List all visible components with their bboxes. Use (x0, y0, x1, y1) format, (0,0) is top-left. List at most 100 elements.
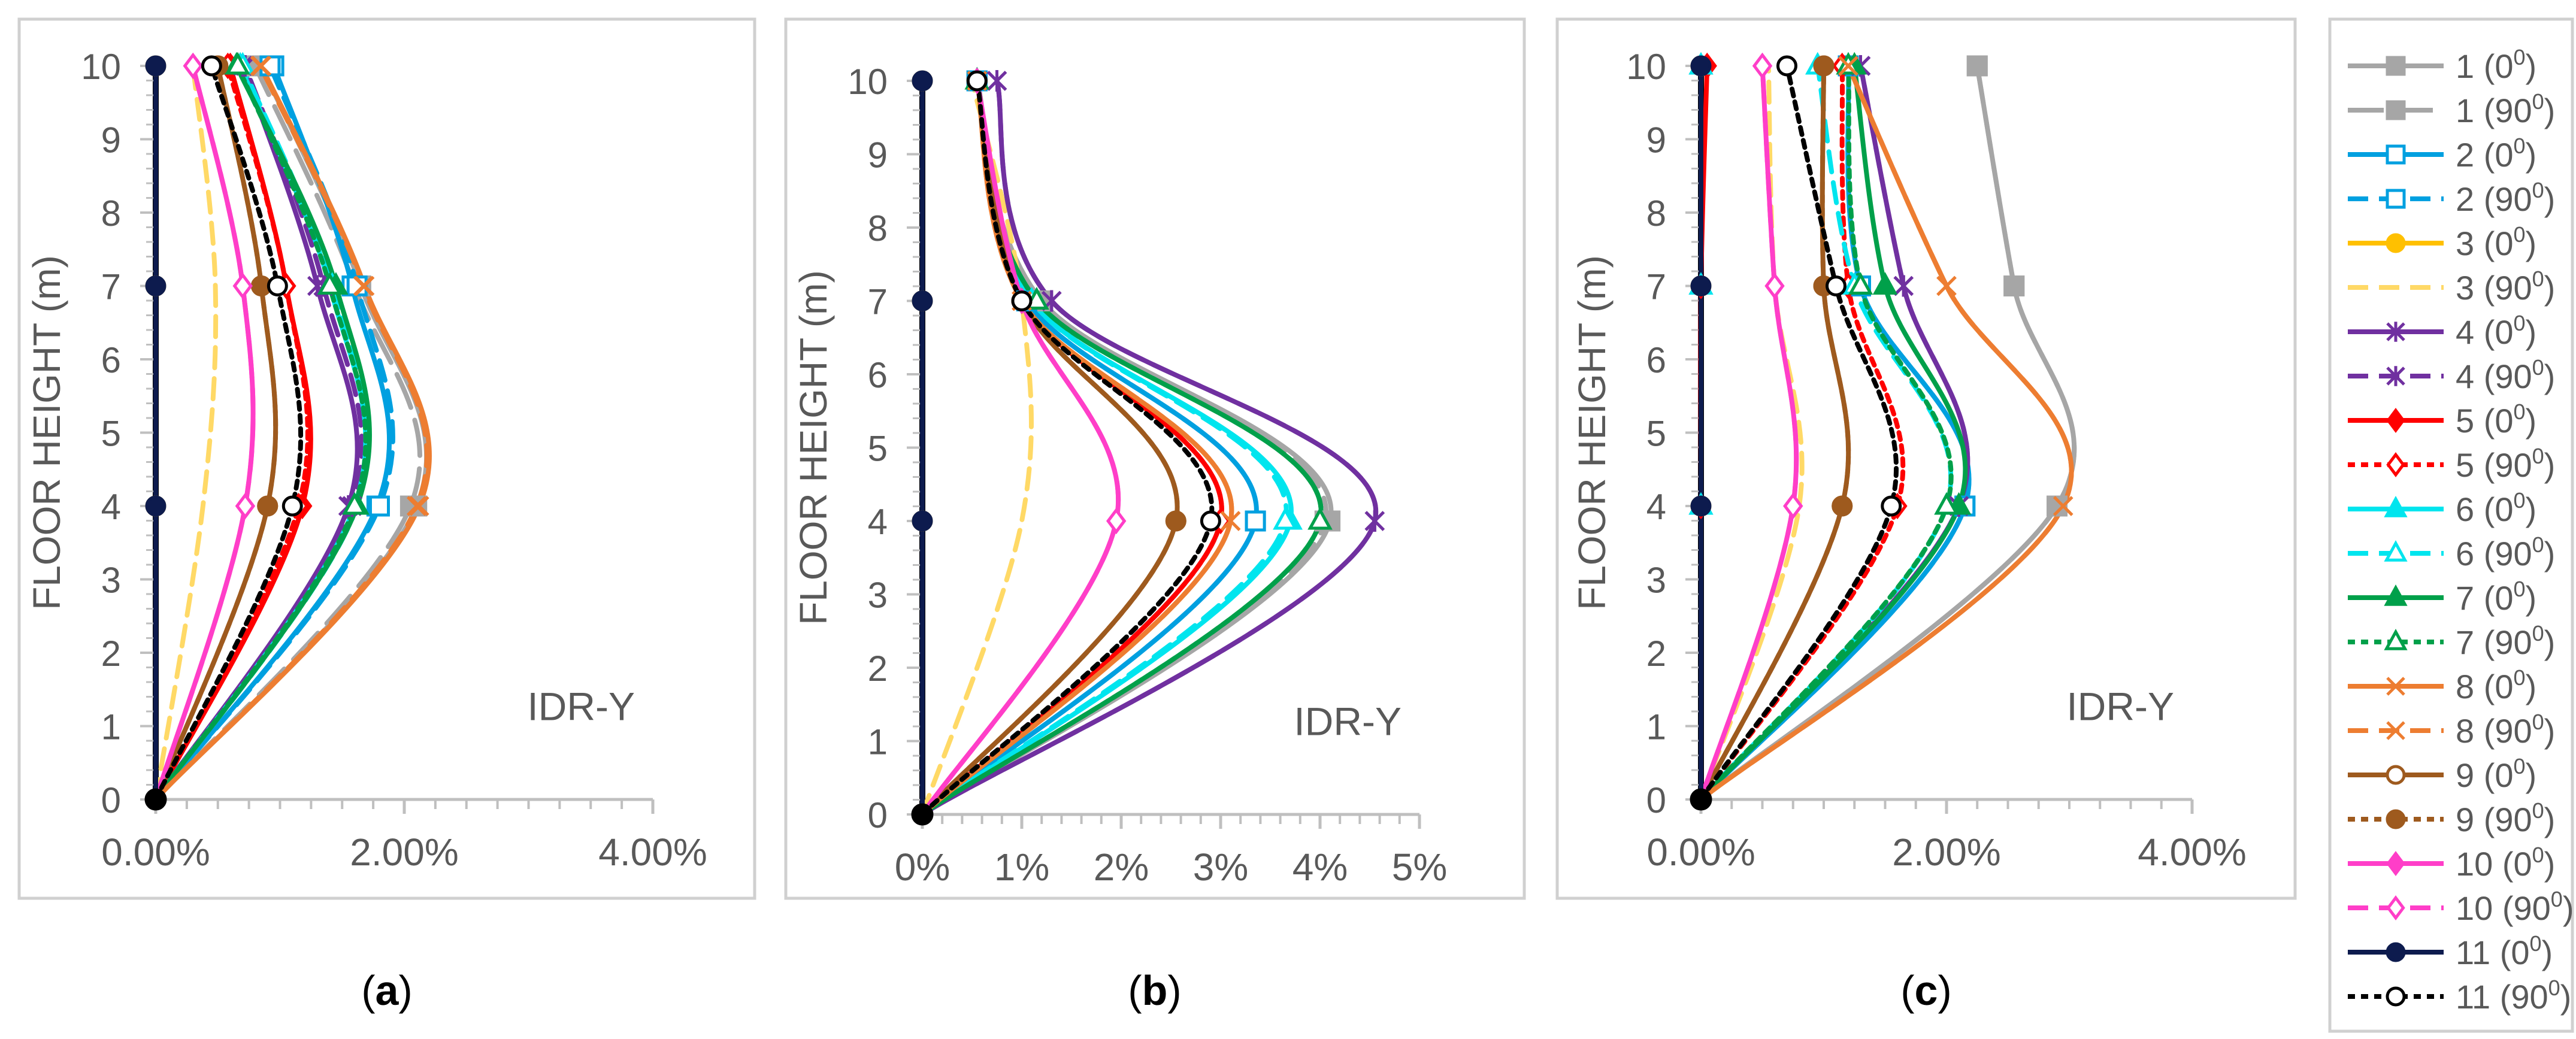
data-point (353, 275, 374, 296)
legend-entry: 5 (900) (2348, 444, 2555, 484)
y-tick-label: 8 (1646, 193, 1666, 234)
annotation-idr-y: IDR-Y (527, 684, 635, 729)
legend-label: 7 (00) (2456, 577, 2536, 617)
legend-label: 1 (00) (2456, 45, 2536, 85)
legend-swatch-marker (2386, 942, 2406, 962)
x-tick-label: 2.00% (1892, 831, 2000, 874)
series-line (920, 78, 1034, 817)
legend-swatch-marker (2386, 677, 2405, 696)
x-tick-label: 0% (895, 846, 951, 889)
data-point (145, 495, 167, 517)
legend-swatch-marker (2384, 540, 2408, 562)
data-point (1936, 275, 1957, 296)
y-tick-label: 3 (1646, 561, 1666, 601)
y-tick-label: 4 (868, 502, 888, 542)
data-point (1776, 55, 1797, 77)
y-tick-label: 7 (101, 267, 121, 307)
series-line (920, 78, 1121, 817)
legend-entry: 6 (900) (2348, 532, 2555, 572)
series-line (1699, 63, 1899, 802)
y-tick-label: 9 (1646, 120, 1666, 160)
x-tick-label: 2.00% (350, 831, 458, 874)
data-point (144, 788, 167, 811)
y-tick-label: 2 (1646, 634, 1666, 674)
data-point (1832, 495, 1853, 517)
data-point (235, 492, 256, 520)
x-tick-label: 4% (1292, 846, 1348, 889)
data-point (1690, 495, 1712, 517)
annotation-idr-y: IDR-Y (2066, 684, 2174, 729)
y-tick-label: 4 (1646, 487, 1666, 527)
legend-swatch-marker (2386, 851, 2405, 876)
panel-label: (a) (361, 967, 413, 1014)
series-markers (144, 52, 429, 811)
data-point (912, 70, 933, 92)
legend-label: 3 (00) (2456, 222, 2536, 262)
legend-entry: 4 (900) (2348, 355, 2555, 395)
series-lines (153, 63, 432, 802)
series-line (1699, 63, 1851, 802)
data-point (409, 496, 429, 516)
legend-entry: 7 (00) (2348, 577, 2536, 617)
legend-swatch-marker (2386, 408, 2405, 433)
x-tick-label: 1% (994, 846, 1050, 889)
legend-swatch-marker (2384, 584, 2408, 606)
legend-swatch-marker (2386, 144, 2406, 165)
legend-label: 8 (900) (2456, 710, 2555, 750)
legend-swatch-marker (2386, 895, 2405, 920)
y-tick-label: 8 (868, 208, 888, 249)
panel-frame (1555, 17, 2297, 900)
data-point (145, 275, 167, 296)
data-point (1690, 55, 1712, 77)
series-line (153, 63, 279, 802)
data-point (2053, 496, 2073, 516)
legend-entry: 8 (900) (2348, 710, 2555, 750)
legend-entry: 9 (00) (2348, 754, 2536, 794)
legend-label: 10 (900) (2456, 887, 2574, 927)
y-tick-label: 0 (101, 780, 121, 820)
x-tick-label: 4.00% (598, 831, 707, 874)
data-point (257, 495, 279, 517)
data-point (267, 275, 288, 296)
legend-label: 4 (900) (2456, 355, 2555, 395)
legend-swatch-marker (2386, 56, 2406, 76)
legend-label: 5 (00) (2456, 399, 2536, 440)
legend-swatch-marker (2386, 100, 2406, 120)
y-axis-title: FLOOR HEIGHT (m) (25, 255, 68, 610)
y-tick-label: 0 (868, 795, 888, 835)
series-line (1699, 63, 1799, 802)
data-point (1690, 788, 1712, 811)
series-line (153, 63, 304, 802)
legend-swatch-marker (2386, 721, 2405, 740)
legend-swatch-marker (2384, 496, 2408, 517)
data-point (1881, 495, 1902, 517)
legend-entry: 8 (00) (2348, 665, 2536, 705)
data-point (369, 495, 390, 517)
series-lines (1698, 63, 2077, 802)
legend-entry: 3 (00) (2348, 222, 2536, 262)
legend-label: 3 (900) (2456, 266, 2555, 307)
y-tick-label: 2 (101, 634, 121, 674)
legend-label: 9 (00) (2456, 754, 2536, 794)
legend-swatch-marker (2386, 366, 2405, 386)
data-point (2003, 275, 2025, 296)
legend-label: 11 (00) (2456, 931, 2553, 971)
series-line (1699, 63, 2077, 802)
data-point (259, 55, 281, 77)
data-point (183, 52, 203, 80)
legend-swatch-marker (2386, 765, 2406, 785)
legend-label: 9 (900) (2456, 798, 2555, 838)
y-tick-label: 8 (101, 193, 121, 234)
legend-swatch-marker (2386, 189, 2406, 209)
data-point (317, 272, 343, 295)
legend: 1 (00)1 (900)2 (00)2 (900)3 (00)3 (900)4… (2328, 17, 2574, 1033)
series-line (1699, 63, 1805, 802)
data-point (1848, 272, 1873, 295)
data-point (986, 70, 1007, 92)
data-point (281, 495, 303, 517)
data-point (1934, 492, 1959, 515)
data-point (912, 510, 933, 532)
data-point (1872, 272, 1898, 295)
data-point (225, 52, 250, 75)
